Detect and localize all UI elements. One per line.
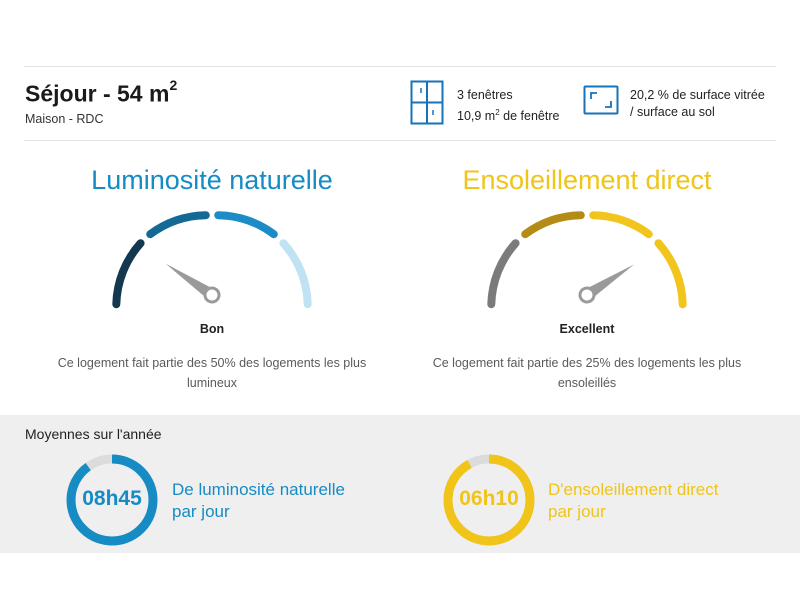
luminosity-title: Luminosité naturelle — [91, 165, 333, 195]
sunshine-description: Ce logement fait partie des 25% des loge… — [432, 356, 742, 390]
sunshine-average-label: D'ensoleillement direct par jour — [548, 479, 719, 523]
windows-area: 10,9 m2 de fenêtre — [457, 104, 559, 125]
sunshine-average-label-line1: D'ensoleillement direct — [548, 480, 719, 499]
sunshine-gauge-segment-1 — [487, 239, 520, 309]
sunshine-gauge-segment-3 — [589, 211, 653, 239]
windows-area-value: 10,9 m — [457, 109, 496, 124]
sunshine-gauge-segment-2 — [521, 211, 585, 239]
windows-count: 3 fenêtres — [457, 88, 513, 102]
windows-area-suffix: de fenêtre — [499, 109, 560, 124]
page-title: Séjour - 54 m2 — [25, 77, 178, 108]
sunshine-gauge-segment-4 — [654, 239, 687, 309]
sunshine-gauge — [487, 211, 687, 309]
windows-area-exponent: 2 — [495, 108, 500, 117]
luminosity-gauge-needle — [165, 263, 221, 304]
luminosity-gauge-segment-3 — [214, 211, 278, 239]
room-title-unit-exponent: 2 — [169, 77, 178, 93]
top-divider — [24, 66, 776, 67]
sunshine-gauge-needle — [578, 264, 634, 304]
room-subtitle: Maison - RDC — [25, 112, 104, 126]
luminosity-gauge-segment-1 — [112, 239, 145, 309]
sunshine-average-label-line2: par jour — [548, 502, 606, 521]
averages-heading: Moyennes sur l'année — [25, 426, 162, 442]
luminosity-average-ring — [66, 454, 158, 546]
luminosity-rating: Bon — [199, 322, 225, 336]
luminosity-gauge-segment-4 — [279, 239, 312, 309]
header-divider — [24, 140, 776, 141]
room-title-text: Séjour - 54 m — [25, 80, 170, 107]
luminosity-gauge — [112, 211, 312, 309]
glazed-surface-icon — [583, 85, 619, 115]
sunshine-rating: Excellent — [559, 322, 615, 336]
yearly-averages-panel: Moyennes sur l'année 08h45 De luminosité… — [0, 415, 800, 553]
glazing-stat: 20,2 % de surface vitrée / surface au so… — [630, 87, 765, 121]
luminosity-gauge-segment-2 — [146, 211, 210, 239]
luminosity-average-label-line2: par jour — [172, 502, 230, 521]
sunshine-average-ring — [443, 454, 535, 546]
glazing-ratio: 20,2 % de surface vitrée — [630, 88, 765, 102]
sunshine-title: Ensoleillement direct — [462, 165, 712, 195]
luminosity-average-label: De luminosité naturelle par jour — [172, 479, 345, 523]
luminosity-average-time: 08h45 — [82, 487, 142, 510]
luminosity-description: Ce logement fait partie des 50% des loge… — [57, 356, 367, 390]
sunshine-average-time: 06h10 — [459, 487, 519, 510]
windows-stat: 3 fenêtres 10,9 m2 de fenêtre — [457, 87, 559, 125]
glazing-ratio-base: / surface au sol — [630, 105, 715, 119]
window-icon — [410, 80, 444, 125]
luminosity-average-label-line1: De luminosité naturelle — [172, 480, 345, 499]
